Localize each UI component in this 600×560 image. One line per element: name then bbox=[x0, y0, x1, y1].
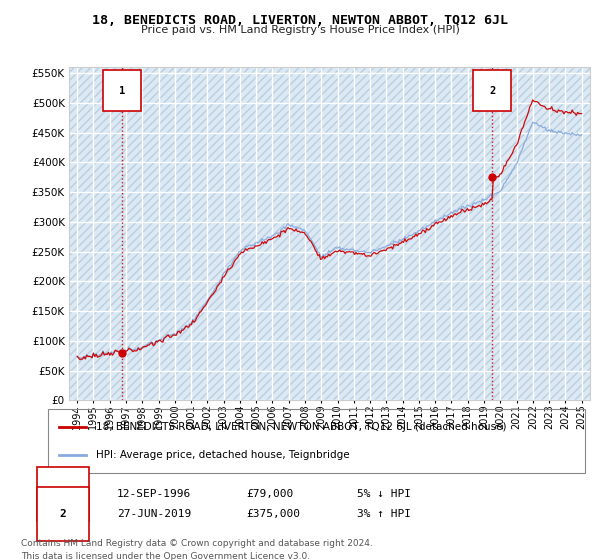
Text: 18, BENEDICTS ROAD, LIVERTON, NEWTON ABBOT, TQ12 6JL (detached house): 18, BENEDICTS ROAD, LIVERTON, NEWTON ABB… bbox=[97, 422, 507, 432]
Text: Price paid vs. HM Land Registry's House Price Index (HPI): Price paid vs. HM Land Registry's House … bbox=[140, 25, 460, 35]
Text: HPI: Average price, detached house, Teignbridge: HPI: Average price, detached house, Teig… bbox=[97, 450, 350, 460]
Text: 2: 2 bbox=[59, 509, 67, 519]
Text: £79,000: £79,000 bbox=[246, 489, 293, 499]
Text: £375,000: £375,000 bbox=[246, 509, 300, 519]
Text: 27-JUN-2019: 27-JUN-2019 bbox=[117, 509, 191, 519]
Text: 5% ↓ HPI: 5% ↓ HPI bbox=[357, 489, 411, 499]
Text: 1: 1 bbox=[119, 86, 125, 96]
Text: Contains HM Land Registry data © Crown copyright and database right 2024.
This d: Contains HM Land Registry data © Crown c… bbox=[21, 539, 373, 560]
Text: 2: 2 bbox=[489, 86, 495, 96]
Text: 18, BENEDICTS ROAD, LIVERTON, NEWTON ABBOT, TQ12 6JL: 18, BENEDICTS ROAD, LIVERTON, NEWTON ABB… bbox=[92, 14, 508, 27]
Text: 12-SEP-1996: 12-SEP-1996 bbox=[117, 489, 191, 499]
Text: 1: 1 bbox=[59, 489, 67, 499]
Text: 3% ↑ HPI: 3% ↑ HPI bbox=[357, 509, 411, 519]
